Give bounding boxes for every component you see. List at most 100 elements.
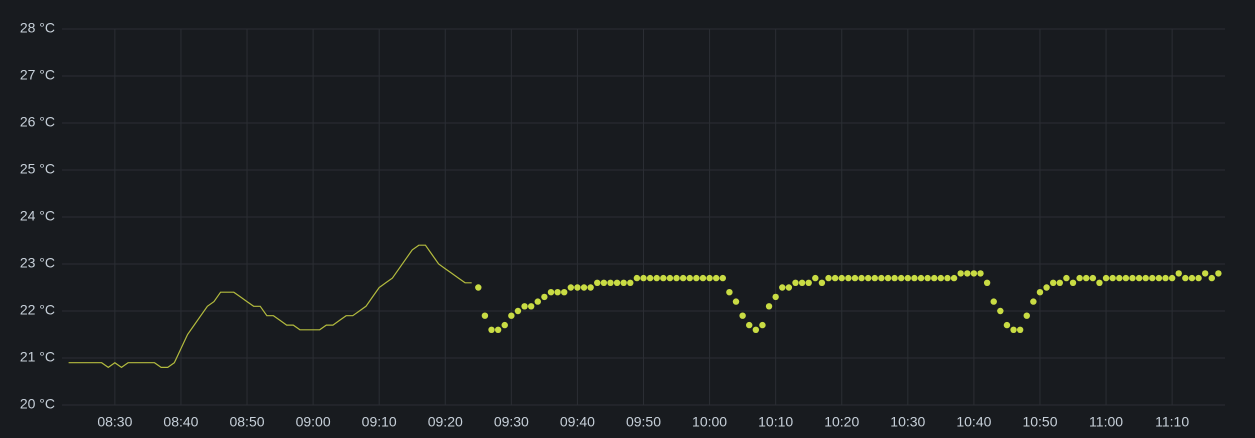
data-point [858, 274, 865, 282]
data-point [633, 274, 641, 282]
data-point [574, 284, 581, 291]
data-point [1135, 274, 1143, 282]
data-point [1023, 312, 1030, 319]
data-point [1089, 274, 1097, 282]
data-point [798, 279, 806, 286]
x-tick-label: 10:00 [692, 414, 727, 430]
y-tick-label: 21 °C [20, 349, 55, 365]
data-point [759, 321, 766, 329]
x-tick-label: 09:20 [428, 414, 463, 430]
data-point [792, 279, 799, 286]
data-point [567, 284, 575, 291]
data-point [878, 274, 885, 282]
data-point [481, 312, 489, 319]
data-point [1076, 274, 1083, 282]
data-point [600, 279, 608, 286]
data-point [679, 274, 687, 282]
y-tick-label: 28 °C [20, 20, 55, 36]
data-point [1030, 298, 1037, 305]
data-point [580, 284, 588, 291]
data-point [719, 274, 726, 282]
data-point [1129, 274, 1136, 282]
x-tick-label: 10:20 [824, 414, 859, 430]
data-point [534, 298, 541, 305]
data-point [1201, 270, 1209, 277]
data-point [1109, 274, 1116, 282]
data-point [508, 312, 515, 319]
data-point [488, 326, 495, 333]
data-point [1122, 274, 1130, 282]
data-point [646, 274, 654, 282]
data-point [1056, 279, 1064, 286]
data-point [653, 274, 660, 282]
x-tick-label: 09:40 [560, 414, 595, 430]
data-point [521, 303, 528, 310]
data-point [706, 274, 713, 282]
data-point [924, 274, 931, 282]
y-tick-label: 23 °C [20, 255, 55, 271]
data-point [970, 270, 978, 277]
data-point [931, 274, 938, 282]
data-point [514, 307, 522, 315]
data-point [1208, 274, 1215, 282]
data-point [607, 279, 614, 286]
data-point [1043, 284, 1050, 291]
data-point [884, 274, 892, 282]
y-tick-label: 27 °C [20, 67, 55, 83]
data-point [997, 307, 1004, 315]
data-point [904, 274, 912, 282]
data-point [765, 303, 773, 310]
data-point [1188, 274, 1196, 282]
data-point [627, 279, 634, 286]
data-point [990, 298, 997, 305]
x-tick-label: 09:30 [494, 414, 529, 430]
data-point [957, 270, 964, 277]
data-point [825, 274, 832, 282]
data-point [541, 293, 548, 301]
data-point [898, 274, 905, 282]
y-tick-label: 20 °C [20, 396, 55, 412]
x-tick-label: 09:50 [626, 414, 661, 430]
x-tick-label: 10:30 [890, 414, 925, 430]
data-point [779, 284, 786, 291]
data-point [699, 274, 707, 282]
data-point [1069, 279, 1077, 286]
x-tick-label: 11:00 [1089, 414, 1123, 430]
data-point [871, 274, 878, 282]
data-point [812, 274, 819, 282]
data-point [831, 274, 839, 282]
data-point [712, 274, 720, 282]
data-point [1096, 279, 1103, 286]
x-tick-label: 08:40 [163, 414, 198, 430]
data-point [1116, 274, 1123, 282]
x-tick-label: 08:50 [229, 414, 264, 430]
data-point [1162, 274, 1169, 282]
data-point [666, 274, 674, 282]
data-point [475, 284, 482, 291]
data-point [1168, 274, 1176, 282]
data-point [501, 321, 508, 329]
data-point [838, 274, 845, 282]
data-point [1175, 270, 1182, 277]
data-point [527, 303, 535, 310]
data-point [620, 279, 627, 286]
data-point [561, 289, 568, 296]
data-point [818, 279, 826, 286]
data-point [732, 298, 740, 305]
data-point [1142, 274, 1149, 282]
x-tick-label: 10:40 [956, 414, 991, 430]
data-point [845, 274, 852, 282]
data-point [693, 274, 700, 282]
data-point [805, 279, 812, 286]
data-point [1149, 274, 1156, 282]
data-point [613, 279, 621, 286]
data-point [726, 289, 733, 296]
x-tick-label: 08:30 [97, 414, 132, 430]
data-point [673, 274, 680, 282]
x-tick-label: 09:00 [296, 414, 331, 430]
data-point [1102, 274, 1110, 282]
data-point [891, 274, 898, 282]
data-point [660, 274, 667, 282]
data-point [752, 326, 760, 333]
